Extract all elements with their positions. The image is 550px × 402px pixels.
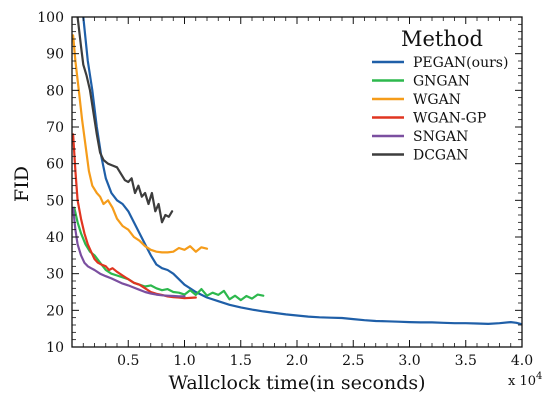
series-line-dcgan [76, 17, 174, 224]
y-tick-label: 40 [46, 230, 64, 246]
legend-label-pegan-ours: PEGAN(ours) [413, 55, 508, 71]
y-tick-label: 30 [46, 267, 64, 283]
legend-label-dcgan: DCGAN [413, 148, 468, 164]
x-tick-label: 3.5 [455, 353, 477, 369]
series-line-wgan-gp [72, 133, 197, 300]
y-tick-label: 60 [46, 157, 64, 173]
series-line-sngan [72, 206, 186, 298]
x-tick-label: 4.0 [511, 353, 533, 369]
x-tick-label: 0.5 [117, 353, 139, 369]
x-offset-exponent: 4 [536, 371, 542, 382]
legend-label-gngan: GNGAN [413, 74, 470, 90]
x-tick-label: 3.0 [398, 353, 420, 369]
legend-label-sngan: SNGAN [413, 129, 468, 145]
x-tick-label: 2.0 [286, 353, 308, 369]
x-tick-label: 1.5 [230, 353, 252, 369]
series-lines [72, 17, 522, 326]
y-tick-label: 10 [46, 340, 64, 356]
y-tick-label: 90 [46, 47, 64, 63]
y-tick-label: 80 [46, 83, 64, 99]
x-axis-label: Wallclock time(in seconds) [168, 372, 425, 394]
y-tick-label: 70 [46, 120, 64, 136]
x-offset-base: x 10 [508, 374, 536, 389]
x-tick-label: 1.0 [173, 353, 195, 369]
y-tick-label: 20 [46, 303, 64, 319]
series-line-gngan [73, 206, 265, 302]
legend-items: PEGAN(ours) GNGAN WGAN WGAN-GP SNGAN DCGAN [372, 55, 508, 164]
y-tick-label: 100 [37, 10, 64, 26]
y-tick-label: 50 [46, 193, 64, 209]
tick-marks [72, 16, 523, 348]
tick-labels: 0.5 1.0 1.5 2.0 2.5 3.0 3.5 4.0 10 20 30 40 50 60 70 80… [37, 10, 533, 369]
legend-title: Method [401, 27, 483, 51]
y-axis-label: FID [11, 166, 33, 202]
x-offset-label: x 104 [508, 371, 542, 389]
legend-label-wgan-gp: WGAN-GP [413, 111, 486, 127]
series-line-pegan-ours [82, 17, 522, 326]
legend: Method PEGAN(ours) GNGAN WGAN WGAN-GP SNGAN D… [372, 27, 508, 164]
legend-label-wgan: WGAN [413, 92, 461, 108]
x-tick-label: 2.5 [342, 353, 364, 369]
series-line-wgan [72, 34, 209, 254]
svg-text:x 104: x 104 [508, 371, 542, 389]
